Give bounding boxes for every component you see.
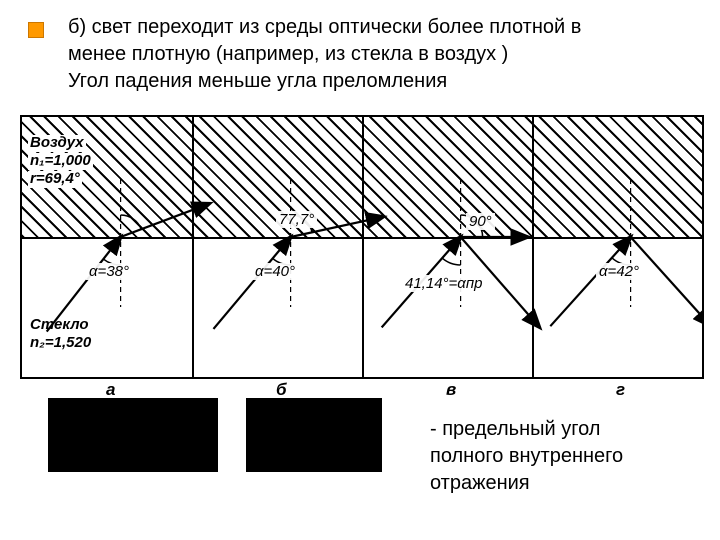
alpha-label-g: α=42° — [596, 263, 642, 280]
alpha-label-b: α=40° — [252, 263, 298, 280]
bullet-marker — [28, 22, 44, 38]
alpha-label-a: α=38° — [86, 263, 132, 280]
redacted-block — [246, 398, 382, 472]
alpha-label-v: 41,14°=αпр — [402, 275, 485, 292]
refr-label-b: 77,7° — [276, 211, 317, 228]
footnote-line-1: предельный угол — [442, 418, 600, 440]
refr-label-v: 90° — [466, 213, 495, 230]
footnote-dash: - — [430, 418, 442, 440]
footnote-line-2: полного внутреннего — [430, 445, 623, 467]
heading-line-3: Угол падения меньше угла преломления — [68, 70, 447, 92]
footnote-text: - предельный угол полного внутреннего от… — [430, 416, 623, 497]
rays-svg — [22, 117, 702, 377]
refraction-diagram: Воздух n₁=1,000 r=69,4° Стекло n₂=1,520 … — [20, 115, 704, 379]
panel-letter-a: а — [106, 380, 115, 400]
panel-letter-g: г — [616, 380, 625, 400]
heading-block: б) свет переходит из среды оптически бол… — [68, 14, 688, 95]
panel-letter-v: в — [446, 380, 456, 400]
redacted-block — [48, 398, 218, 472]
footnote-line-3: отражения — [430, 472, 530, 494]
heading-line-2: менее плотную (например, из стекла в воз… — [68, 43, 508, 65]
heading-line-1: б) свет переходит из среды оптически бол… — [68, 16, 581, 38]
panel-letter-b: б — [276, 380, 287, 400]
